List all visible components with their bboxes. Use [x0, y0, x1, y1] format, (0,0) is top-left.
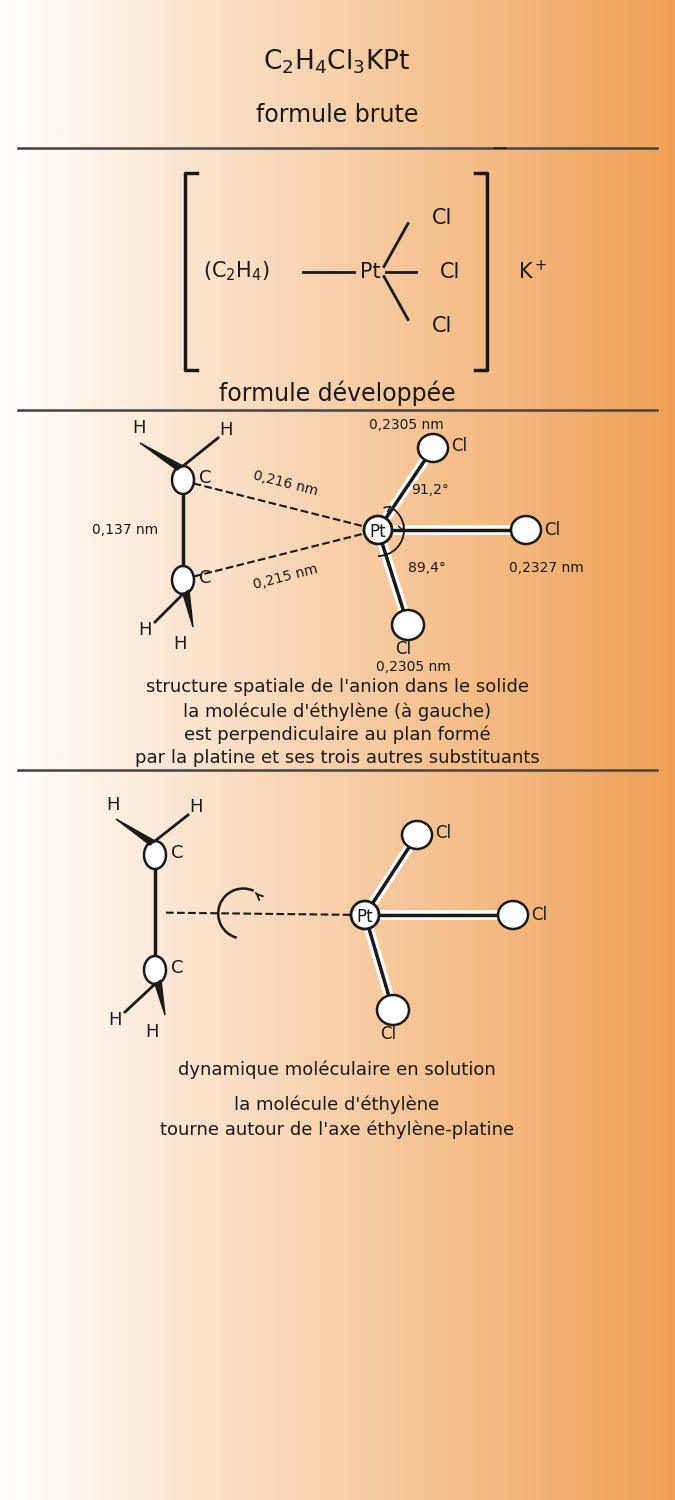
Text: structure spatiale de l'anion dans le solide: structure spatiale de l'anion dans le so… — [146, 678, 529, 696]
Text: Pt: Pt — [360, 261, 380, 282]
Text: K$^+$: K$^+$ — [518, 260, 547, 284]
Text: la molécule d'éthylène (à gauche): la molécule d'éthylène (à gauche) — [183, 702, 491, 721]
Ellipse shape — [511, 516, 541, 544]
Ellipse shape — [144, 842, 166, 868]
Text: −: − — [492, 140, 508, 158]
Text: H: H — [145, 1023, 159, 1041]
Text: la molécule d'éthylène: la molécule d'éthylène — [234, 1095, 439, 1114]
Text: H: H — [106, 796, 119, 814]
Text: H: H — [108, 1011, 122, 1029]
Text: 0,216 nm: 0,216 nm — [252, 468, 319, 498]
Text: H: H — [173, 634, 187, 652]
Text: 0,2327 nm: 0,2327 nm — [509, 561, 583, 574]
Text: H: H — [138, 621, 152, 639]
Text: C: C — [171, 844, 184, 862]
Text: formule développée: formule développée — [219, 381, 456, 406]
Ellipse shape — [402, 821, 432, 849]
Ellipse shape — [392, 610, 424, 640]
Text: est perpendiculaire au plan formé: est perpendiculaire au plan formé — [184, 726, 490, 744]
Text: Cl: Cl — [432, 315, 452, 336]
Text: Cl: Cl — [435, 824, 451, 842]
Text: (C$_2$H$_4$): (C$_2$H$_4$) — [203, 260, 270, 284]
Text: Cl: Cl — [451, 436, 467, 454]
Text: Pt: Pt — [370, 524, 386, 542]
Ellipse shape — [144, 956, 166, 984]
Text: dynamique moléculaire en solution: dynamique moléculaire en solution — [178, 1060, 496, 1080]
Text: Cl: Cl — [432, 207, 452, 228]
Text: Cl: Cl — [395, 640, 411, 658]
Text: Cl: Cl — [544, 520, 560, 538]
Text: tourne autour de l'axe éthylène-platine: tourne autour de l'axe éthylène-platine — [160, 1120, 514, 1140]
Ellipse shape — [498, 902, 528, 928]
Ellipse shape — [351, 902, 379, 928]
Text: C: C — [199, 470, 211, 488]
Text: 91,2°: 91,2° — [411, 483, 449, 496]
Text: C$_2$H$_4$Cl$_3$KPt: C$_2$H$_4$Cl$_3$KPt — [263, 48, 410, 76]
Polygon shape — [155, 980, 165, 1016]
Text: C: C — [199, 568, 211, 586]
Text: 0,137 nm: 0,137 nm — [92, 524, 158, 537]
Polygon shape — [183, 590, 193, 627]
Polygon shape — [140, 442, 183, 470]
Text: 89,4°: 89,4° — [408, 561, 446, 574]
Ellipse shape — [364, 516, 392, 544]
Text: formule brute: formule brute — [256, 104, 418, 128]
Text: C: C — [171, 958, 184, 976]
Text: H: H — [219, 422, 233, 440]
Text: H: H — [132, 419, 146, 436]
Ellipse shape — [377, 994, 409, 1024]
Text: Pt: Pt — [356, 908, 373, 926]
Text: 0,2305 nm: 0,2305 nm — [375, 660, 450, 674]
Text: par la platine et ses trois autres substituants: par la platine et ses trois autres subst… — [134, 748, 539, 766]
Ellipse shape — [172, 466, 194, 494]
Ellipse shape — [172, 566, 194, 594]
Ellipse shape — [418, 433, 448, 462]
Text: Cl: Cl — [380, 1024, 396, 1042]
Text: H: H — [189, 798, 202, 816]
Text: Cl: Cl — [531, 906, 547, 924]
Text: 0,2305 nm: 0,2305 nm — [369, 419, 443, 432]
Text: 0,215 nm: 0,215 nm — [252, 562, 319, 592]
Text: Cl: Cl — [440, 261, 460, 282]
Polygon shape — [116, 819, 155, 844]
